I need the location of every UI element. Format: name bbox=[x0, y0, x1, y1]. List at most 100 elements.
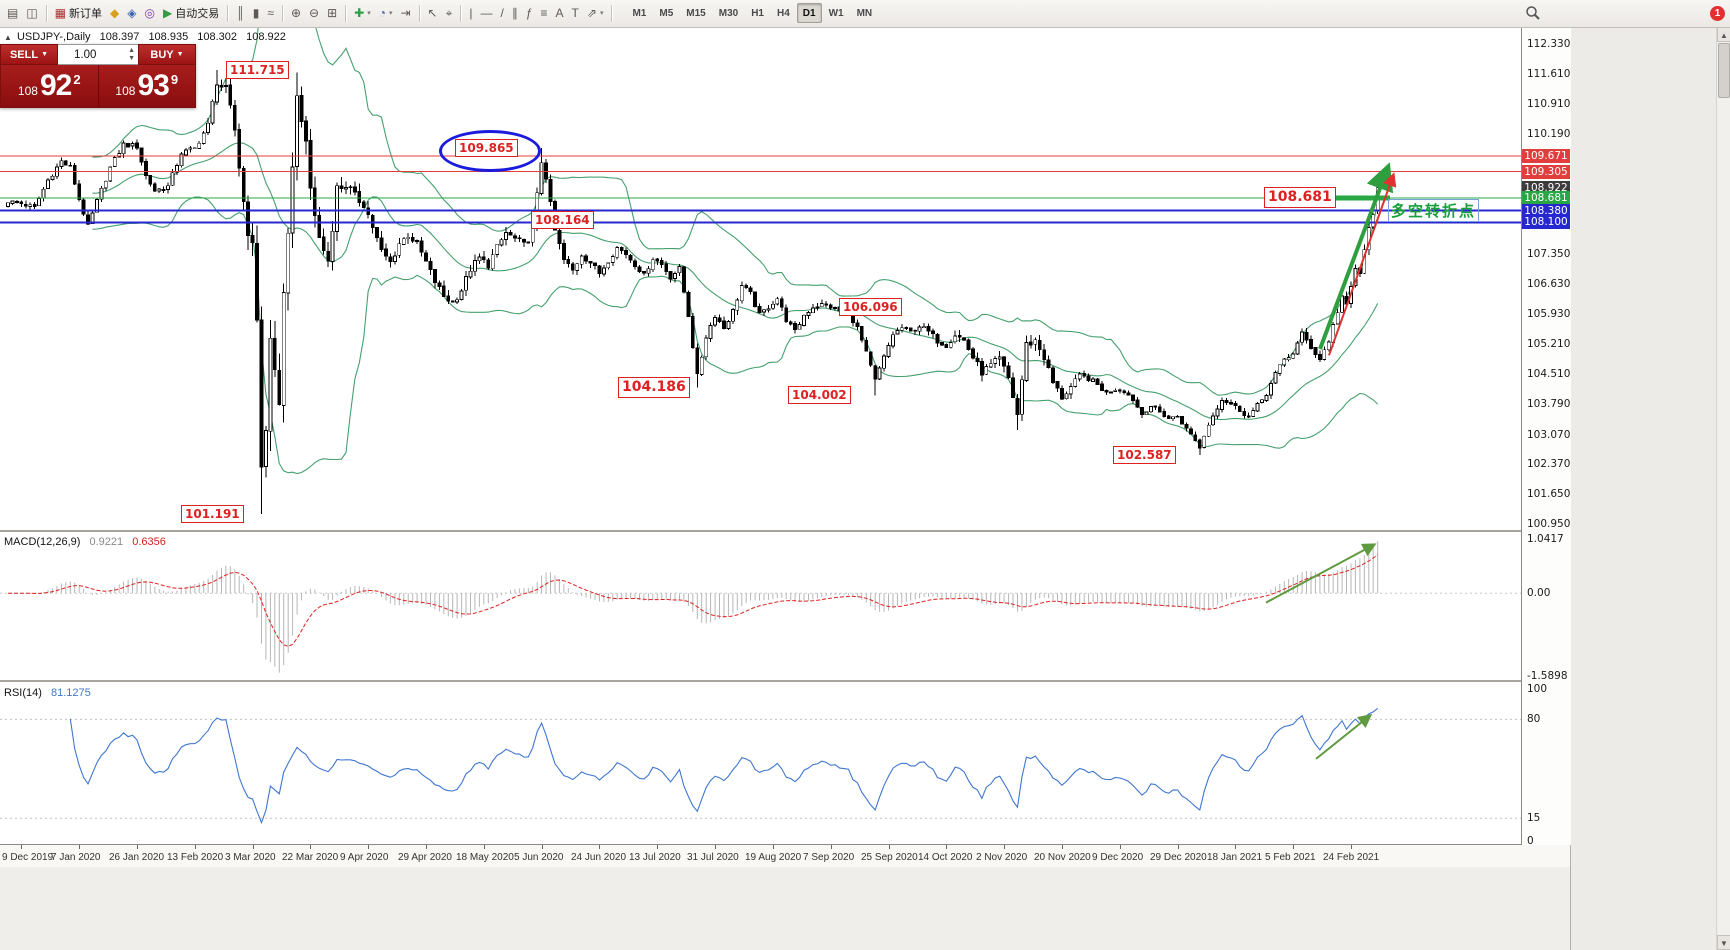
time-axis-label: 18 Jan 2021 bbox=[1207, 852, 1263, 863]
sell-price-pip: 2 bbox=[73, 72, 81, 87]
timeframe-h4-button[interactable]: H4 bbox=[771, 3, 796, 23]
bar-chart-button[interactable]: ║ bbox=[232, 2, 249, 24]
buy-button[interactable]: BUY ▼ bbox=[138, 44, 196, 65]
sell-button[interactable]: SELL ▼ bbox=[0, 44, 58, 65]
charts-button[interactable]: ▤ bbox=[3, 2, 22, 24]
profiles-button[interactable]: ◫ bbox=[22, 2, 41, 24]
label-button[interactable]: T bbox=[568, 2, 583, 24]
volume-down-button[interactable]: ▼ bbox=[128, 55, 135, 62]
candlestick-chart-button[interactable]: ▮ bbox=[249, 2, 264, 24]
cursor-icon: ↖ bbox=[427, 6, 438, 20]
time-axis-label: 26 Jan 2020 bbox=[109, 852, 165, 863]
notification-badge[interactable]: 1 bbox=[1710, 6, 1725, 21]
scrollbar-thumb[interactable] bbox=[1718, 43, 1730, 98]
indicators-button[interactable]: ✚ ▾ bbox=[350, 2, 375, 24]
fibonacci-button[interactable]: ƒ bbox=[522, 2, 537, 24]
timeframe-m15-button[interactable]: M15 bbox=[680, 3, 711, 23]
arrows-button[interactable]: ⇗ ▾ bbox=[583, 2, 608, 24]
new-order-button-label: 新订单 bbox=[69, 8, 103, 20]
chart-canvas[interactable] bbox=[0, 27, 1570, 845]
time-axis-label: 9 Dec 2020 bbox=[1092, 852, 1144, 863]
zoom-in-button[interactable]: ⊕ bbox=[287, 2, 305, 24]
cycles-button[interactable]: ◔ ▾ bbox=[375, 2, 397, 24]
time-axis-label: 7 Jan 2020 bbox=[51, 852, 101, 863]
rsi-axis-label: 80 bbox=[1527, 713, 1541, 726]
volume-input[interactable]: 1.00 ▲ ▼ bbox=[58, 44, 138, 65]
cursor-button[interactable]: ↖ bbox=[424, 2, 442, 24]
scroll-up-button[interactable]: ▲ bbox=[1717, 27, 1730, 42]
line-chart-button[interactable]: ≈ bbox=[263, 2, 278, 24]
market-watch-button[interactable]: ◆ bbox=[106, 2, 123, 24]
volume-up-button[interactable]: ▲ bbox=[128, 47, 135, 54]
y-axis-label: 110.910 bbox=[1527, 97, 1571, 110]
time-axis-label: 29 Apr 2020 bbox=[398, 852, 452, 863]
vertical-line-icon: | bbox=[469, 6, 473, 20]
scroll-down-button[interactable]: ▼ bbox=[1717, 935, 1730, 950]
timeframe-w1-button[interactable]: W1 bbox=[823, 3, 850, 23]
timeframe-mn-button[interactable]: MN bbox=[851, 3, 879, 23]
vertical-line-button[interactable]: | bbox=[465, 2, 476, 24]
y-axis-label: 100.950 bbox=[1527, 518, 1571, 530]
chart-shift-button[interactable]: ⇥ bbox=[396, 2, 414, 24]
channel-button[interactable]: ∥ bbox=[508, 2, 522, 24]
chart-window-footer bbox=[0, 867, 1570, 950]
vertical-scrollbar[interactable]: ▲ ▼ bbox=[1716, 27, 1730, 950]
zoom-out-button[interactable]: ⊖ bbox=[305, 2, 323, 24]
time-axis-label: 9 Dec 2019 bbox=[2, 852, 54, 863]
ohlc-low: 108.302 bbox=[197, 31, 238, 43]
y-axis-label: 105.930 bbox=[1527, 307, 1571, 320]
rsi-axis-label: 0 bbox=[1527, 835, 1534, 847]
crosshair-button[interactable]: ⌖ bbox=[442, 2, 457, 24]
autotrading-button-label: 自动交易 bbox=[175, 8, 220, 20]
price-tag: 108.681 bbox=[1522, 190, 1570, 205]
rsi-axis-label: 100 bbox=[1527, 683, 1548, 695]
timeframe-h1-button[interactable]: H1 bbox=[745, 3, 770, 23]
time-axis-label: 2 Nov 2020 bbox=[976, 852, 1028, 863]
time-axis-label: 9 Apr 2020 bbox=[340, 852, 389, 863]
tile-windows-button[interactable]: ⊞ bbox=[323, 2, 341, 24]
time-axis-label: 20 Nov 2020 bbox=[1034, 852, 1091, 863]
text-button[interactable]: A bbox=[552, 2, 568, 24]
profiles-icon: ◫ bbox=[26, 6, 38, 20]
data-window-button[interactable]: ◈ bbox=[123, 2, 140, 24]
chevron-down-icon: ▼ bbox=[41, 51, 49, 58]
strategy-tester-button[interactable]: ◎ bbox=[141, 2, 159, 24]
buy-price[interactable]: 108 93 9 bbox=[99, 65, 196, 107]
strategy-tester-icon: ◎ bbox=[144, 6, 155, 20]
bar-chart-icon: ║ bbox=[236, 6, 245, 20]
autotrading-button[interactable]: ▶ 自动交易 bbox=[159, 2, 223, 24]
toolbar-separator bbox=[460, 4, 462, 22]
autotrading-icon: ▶ bbox=[162, 6, 173, 20]
time-axis-tick bbox=[657, 845, 658, 849]
timeframe-m1-button[interactable]: M1 bbox=[626, 3, 652, 23]
timeframe-m30-button[interactable]: M30 bbox=[713, 3, 744, 23]
candlestick-chart-icon: ▮ bbox=[252, 6, 260, 20]
time-axis[interactable]: 9 Dec 2019 7 Jan 2020 26 Jan 2020 13 Feb 20… bbox=[0, 845, 1570, 867]
text-icon: A bbox=[555, 6, 564, 20]
chevron-down-icon: ▾ bbox=[388, 10, 393, 17]
tile-windows-icon: ⊞ bbox=[327, 6, 338, 20]
y-axis-label: 105.210 bbox=[1527, 338, 1571, 351]
price-tag: 108.380 bbox=[1522, 203, 1570, 218]
time-axis-label: 13 Feb 2020 bbox=[167, 852, 224, 863]
horizontal-line-icon: — bbox=[480, 6, 493, 20]
buy-price-pip: 9 bbox=[170, 72, 179, 87]
fibonacci-icon: ƒ bbox=[525, 6, 533, 20]
trade-panel-divider bbox=[97, 65, 99, 107]
price-axis[interactable]: 112.330 111.610 110.910 110.190 107.350 106.6… bbox=[1521, 27, 1571, 847]
new-order-button[interactable]: ▦ 新订单 bbox=[51, 2, 106, 24]
levels-button[interactable]: ≡ bbox=[537, 2, 552, 24]
horizontal-line-button[interactable]: — bbox=[476, 2, 496, 24]
timeframe-d1-button[interactable]: D1 bbox=[796, 3, 822, 23]
toolbar-separator bbox=[45, 4, 47, 22]
trendline-button[interactable]: / bbox=[496, 2, 507, 24]
time-axis-tick bbox=[484, 845, 485, 849]
buy-price-prefix: 108 bbox=[115, 83, 136, 98]
sell-price[interactable]: 108 92 2 bbox=[1, 65, 98, 107]
label-icon: T bbox=[571, 6, 579, 20]
timeframe-m5-button[interactable]: M5 bbox=[653, 3, 679, 23]
time-axis-label: 14 Oct 2020 bbox=[918, 852, 973, 863]
search-button[interactable] bbox=[1524, 5, 1542, 23]
toolbar-separator bbox=[418, 4, 420, 22]
data-window-icon: ◈ bbox=[127, 6, 137, 20]
